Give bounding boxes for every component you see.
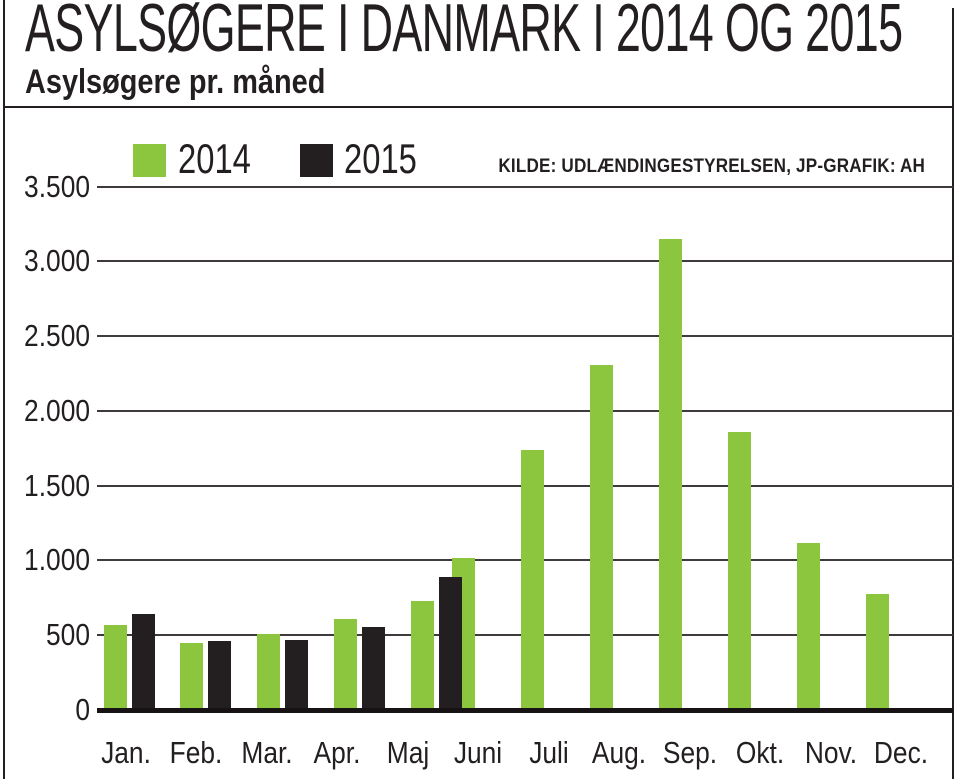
x-axis-baseline (97, 708, 953, 713)
gridline-2500 (97, 335, 953, 338)
bar-2014-feb (180, 642, 203, 712)
y-axis-tick-3000: 3.000 (24, 243, 90, 279)
bar-2015-apr (361, 626, 385, 712)
bar-2015-maj (438, 576, 462, 712)
x-axis-label-jan: Jan. (101, 735, 151, 770)
left-border (3, 0, 5, 779)
header-divider (3, 106, 954, 108)
y-axis-tick-2000: 2.000 (24, 392, 90, 428)
legend-swatch-2014 (133, 144, 166, 177)
bar-2014-aug (589, 365, 613, 712)
source-credit: KILDE: UDLÆNDINGESTYRELSEN, JP-GRAFIK: A… (498, 156, 925, 177)
bar-2014-juli (520, 449, 544, 712)
y-axis-tick-2500: 2.500 (24, 318, 90, 354)
x-axis-label-juni: Juni (454, 735, 503, 770)
right-border (952, 8, 954, 779)
page-title: ASYLSØGERE I DANMARK I 2014 OG 2015 (25, 0, 903, 66)
bar-2014-jan (103, 624, 127, 712)
gridline-3500 (97, 185, 953, 188)
x-axis-label-apr: Apr. (313, 735, 361, 770)
bar-2014-maj (410, 600, 434, 712)
bar-2014-okt (727, 431, 751, 712)
bar-2014-dec (865, 594, 889, 712)
y-axis-tick-1500: 1.500 (24, 467, 90, 503)
x-axis-label-juli: Juli (528, 735, 569, 770)
y-axis-tick-0: 0 (75, 692, 90, 727)
y-axis-tick-500: 500 (46, 617, 90, 653)
bar-2014-nov (796, 543, 820, 712)
y-axis-tick-3500: 3.500 (24, 168, 90, 204)
x-axis-label-feb: Feb. (170, 735, 223, 770)
x-axis-label-mar: Mar. (241, 735, 293, 770)
bar-2014-apr (333, 618, 357, 712)
legend-label-2015: 2015 (344, 135, 417, 182)
x-axis-label-sep: Sep. (662, 735, 717, 770)
x-axis-label-dec: Dec. (873, 735, 929, 770)
x-axis-label-okt: Okt. (735, 735, 785, 770)
bar-2014-mar (257, 633, 280, 712)
bar-2014-sep (658, 238, 682, 712)
bar-2015-jan (131, 613, 155, 712)
bar-2015-mar (285, 639, 308, 712)
bar-2015-feb (208, 641, 231, 712)
x-axis-label-aug: Aug. (592, 735, 647, 770)
gridline-3000 (97, 260, 953, 263)
x-axis-label-maj: Maj (386, 735, 430, 770)
chart-subtitle: Asylsøgere pr. måned (25, 63, 326, 101)
x-axis-label-nov: Nov. (804, 735, 857, 770)
gridline-2000 (97, 409, 953, 412)
legend-swatch-2015 (300, 144, 333, 177)
legend-label-2014: 2014 (178, 135, 251, 182)
y-axis-tick-1000: 1.000 (24, 542, 90, 578)
